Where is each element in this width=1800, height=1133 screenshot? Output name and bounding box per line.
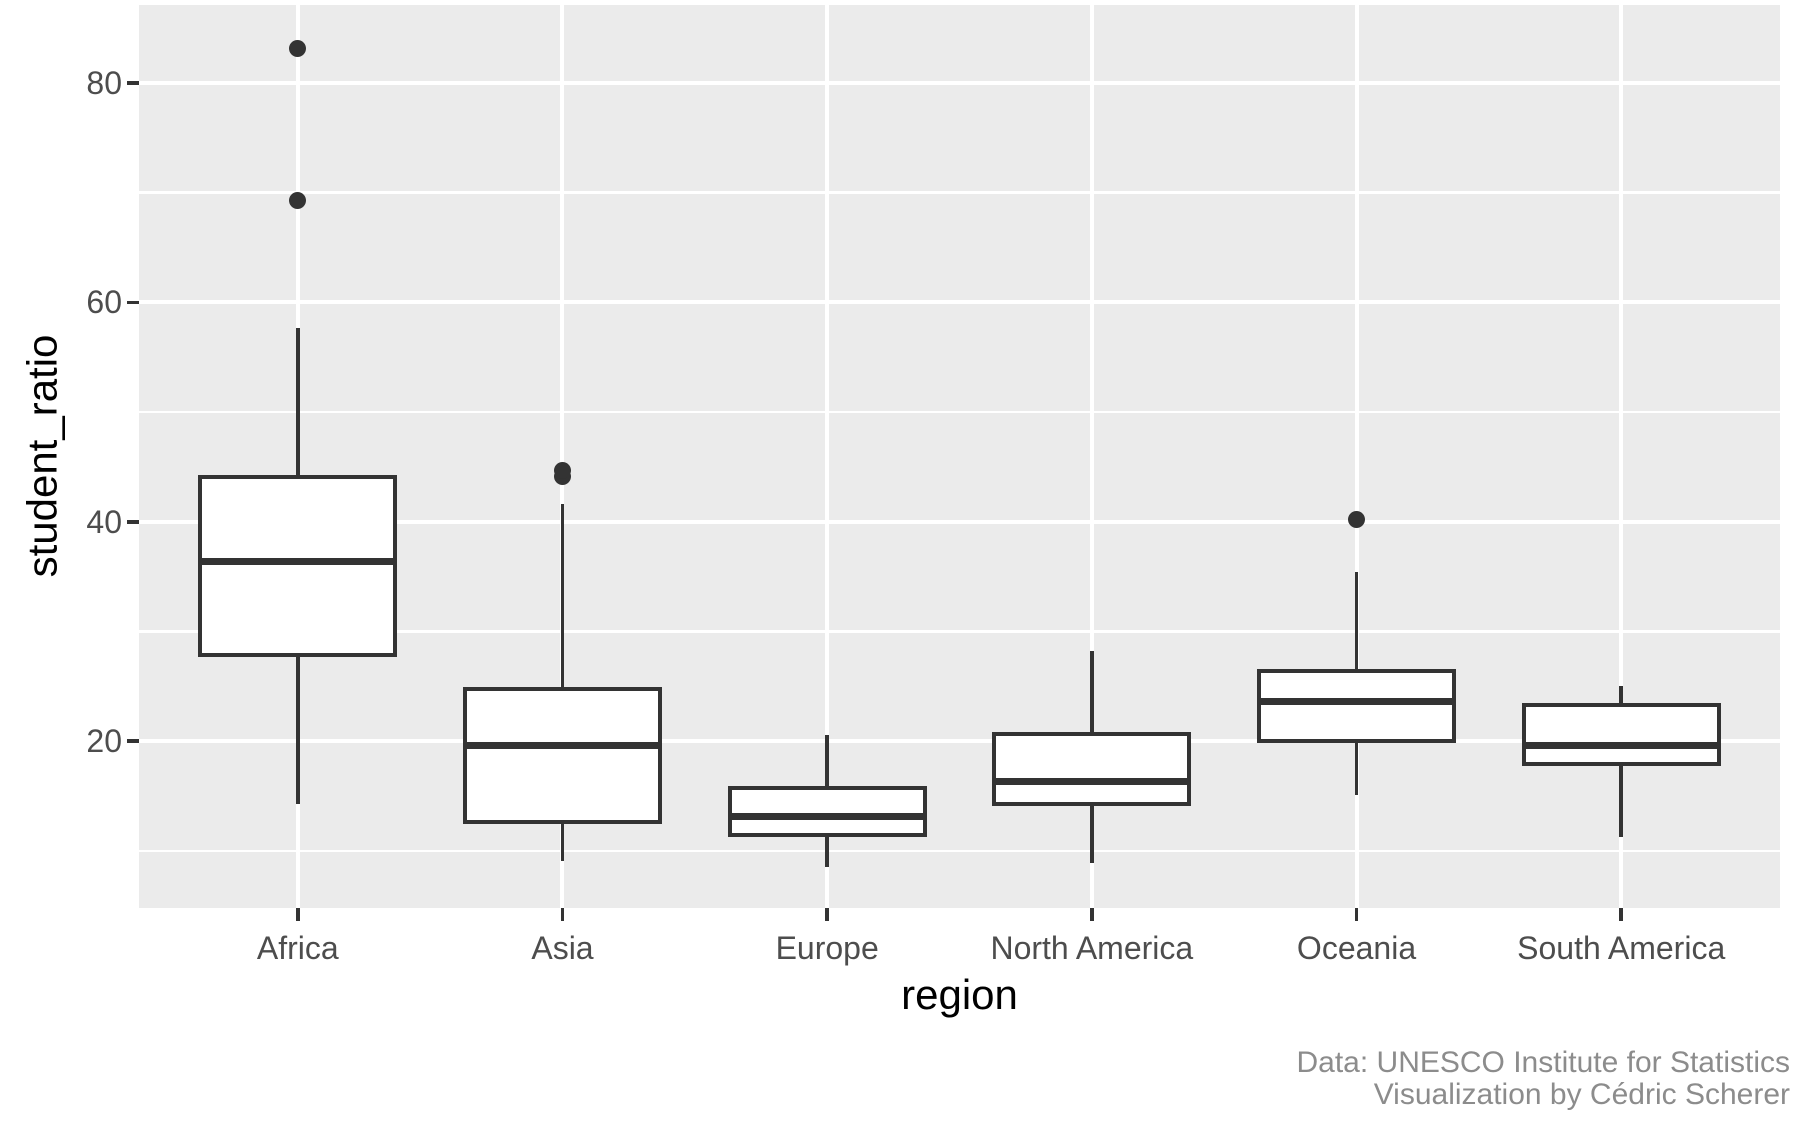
gridline-x-asia [560,5,565,908]
median-asia [462,742,662,750]
plot-panel [139,5,1780,908]
gridline-x-oceania [1354,5,1359,908]
median-africa [198,557,398,565]
whisker-upper-africa [296,327,300,475]
gridline-y-minor-10 [139,849,1780,853]
box-asia [462,687,662,824]
box-north-america [992,732,1192,806]
caption-line-1: Data: UNESCO Institute for Statistics [1296,1046,1791,1079]
gridline-x-north-america [1089,5,1094,908]
median-oceania [1257,698,1457,706]
outlier-asia-1 [553,461,571,479]
x-tick-label-asia: Asia [531,930,594,966]
box-oceania [1257,668,1457,744]
x-tick-mark-europe [825,908,829,921]
outlier-africa-1 [289,40,307,58]
x-tick-label-oceania: Oceania [1296,930,1417,966]
whisker-lower-oceania [1354,743,1359,795]
whisker-lower-north-america [1090,805,1094,863]
y-tick-label-80: 80 [86,64,122,101]
gridline-y-minor-70 [139,191,1780,194]
whisker-upper-south-america [1619,686,1623,703]
gridline-y-major-60 [139,300,1780,305]
gridline-y-major-80 [139,80,1780,85]
caption-line-2: Visualization by Cédric Scherer [1373,1077,1790,1111]
box-africa [198,474,398,657]
x-tick-mark-north-america [1090,908,1094,921]
x-tick-mark-africa [296,908,300,921]
whisker-upper-oceania [1354,572,1359,669]
x-tick-label-north-america: North America [990,930,1194,966]
gridline-y-minor-50 [139,410,1780,414]
x-tick-label-europe: Europe [775,930,879,966]
whisker-upper-asia [560,504,565,688]
gridline-y-major-20 [139,739,1780,744]
median-north-america [992,778,1192,786]
y-tick-mark-60 [127,300,139,305]
whisker-lower-africa [296,656,300,804]
gridline-x-europe [825,5,830,908]
gridline-x-south-america [1619,5,1624,908]
x-tick-mark-asia [560,908,565,921]
box-south-america [1521,702,1721,767]
caption: Data: UNESCO Institute for Statistics Vi… [1297,1047,1791,1110]
gridline-y-major-40 [139,519,1780,524]
outlier-oceania-0 [1348,511,1366,529]
gridline-y-minor-30 [139,630,1780,633]
whisker-lower-asia [560,823,565,861]
outlier-africa-0 [289,191,307,209]
x-tick-mark-south-america [1619,908,1623,921]
y-tick-mark-80 [127,81,139,85]
x-axis-title: region [901,971,1018,1018]
x-tick-label-africa: Africa [256,930,339,966]
x-tick-label-south-america: South America [1517,930,1726,966]
y-tick-mark-20 [127,739,139,743]
y-axis-title: student_ratio [18,334,66,578]
box-europe [727,786,927,837]
whisker-upper-europe [825,734,829,787]
whisker-lower-europe [825,836,829,868]
x-tick-mark-oceania [1354,908,1359,921]
whisker-lower-south-america [1619,766,1623,837]
y-tick-label-40: 40 [86,503,122,540]
y-tick-label-20: 20 [86,723,122,760]
median-south-america [1521,742,1721,750]
y-tick-mark-40 [127,520,139,524]
whisker-upper-north-america [1090,651,1094,733]
y-tick-label-60: 60 [86,284,122,321]
median-europe [727,813,927,821]
